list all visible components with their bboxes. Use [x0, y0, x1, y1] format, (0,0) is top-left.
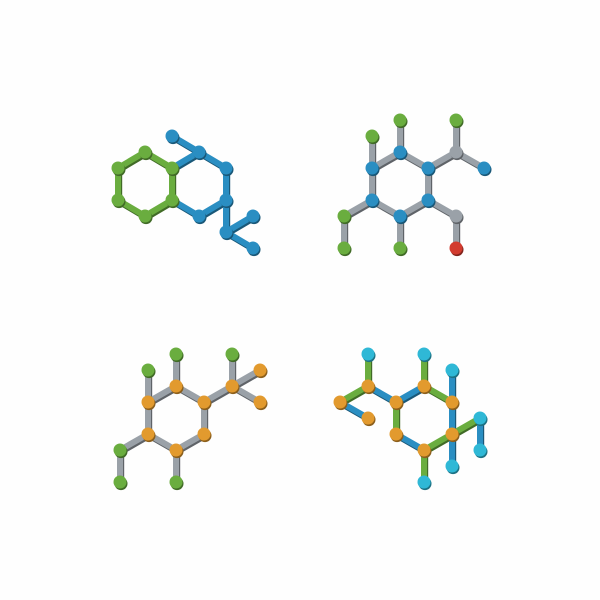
molecules-diagram [0, 0, 600, 600]
